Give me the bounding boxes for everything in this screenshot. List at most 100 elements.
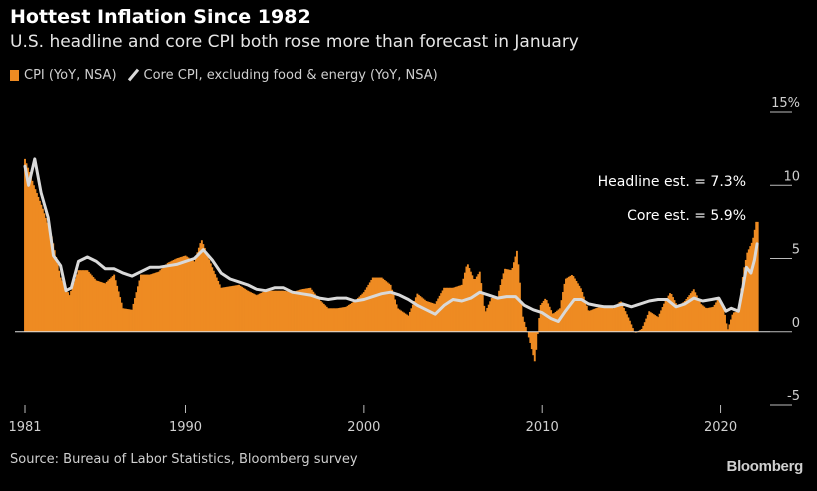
cpi-bar: [524, 327, 527, 332]
cpi-bar: [518, 282, 521, 332]
y-tick-label: -5: [787, 389, 800, 404]
cpi-bar: [403, 312, 405, 332]
cpi-bar: [625, 314, 628, 332]
cpi-bar: [756, 221, 759, 332]
cpi-bar: [163, 265, 166, 332]
cpi-bar: [255, 295, 258, 332]
cpi-bar: [361, 293, 364, 332]
cpi-bar: [248, 291, 251, 332]
cpi-bar: [615, 305, 618, 332]
cpi-bar: [572, 276, 575, 332]
cpi-bar: [73, 282, 75, 332]
cpi-bar: [617, 303, 619, 332]
cpi-bar: [532, 331, 535, 356]
cpi-bar: [267, 290, 270, 332]
cpi-bar: [205, 251, 208, 332]
cpi-bar: [284, 290, 287, 332]
cpi-bar: [108, 279, 111, 332]
cpi-bar: [514, 256, 517, 332]
cpi-bar: [59, 277, 62, 332]
source-note: Source: Bureau of Labor Statistics, Bloo…: [10, 452, 358, 467]
cpi-bar: [80, 270, 83, 332]
cpi-bar: [74, 278, 77, 332]
cpi-bar: [181, 256, 184, 332]
cpi-bar: [441, 290, 444, 332]
cpi-bar: [41, 208, 44, 332]
cpi-bar: [232, 285, 235, 332]
cpi-bar: [333, 308, 336, 332]
cpi-bar: [281, 290, 284, 332]
cpi-bar: [550, 310, 553, 332]
cpi-bar: [646, 314, 649, 332]
cpi-bar: [709, 307, 712, 332]
cpi-bar: [306, 288, 309, 332]
chart-title: Hottest Inflation Since 1982: [10, 6, 311, 28]
cpi-bar: [461, 284, 463, 332]
cpi-bar: [315, 295, 318, 332]
cpi-bar: [177, 258, 180, 332]
cpi-bar: [377, 277, 380, 332]
cpi-bar: [285, 291, 288, 332]
cpi-bar: [32, 185, 35, 332]
cpi-bar: [279, 290, 282, 332]
cpi-bar: [383, 279, 386, 332]
cpi-bar: [116, 285, 119, 332]
cpi-bar: [755, 221, 758, 332]
chart-annotations: Headline est. = 7.3% Core est. = 5.9%: [598, 174, 746, 224]
cpi-bar: [87, 271, 90, 332]
cpi-bar: [744, 259, 747, 332]
cpi-bar: [142, 274, 145, 332]
cpi-bar: [304, 288, 307, 332]
cpi-bar: [233, 285, 236, 332]
cpi-bar: [138, 280, 141, 332]
cpi-bar: [139, 274, 142, 332]
cpi-bar: [438, 295, 441, 332]
cpi-bar: [215, 277, 218, 332]
cpi-bar: [753, 229, 756, 332]
cpi-bar: [706, 308, 709, 332]
cpi-bar: [621, 304, 624, 332]
cpi-bar: [189, 258, 191, 332]
cpi-bar: [496, 296, 499, 332]
cpi-bar: [307, 288, 310, 332]
cpi-bar: [83, 270, 86, 332]
cpi-bar: [469, 271, 472, 332]
cpi-bar: [452, 287, 454, 332]
cpi-bar: [291, 292, 294, 332]
cpi-bar: [593, 308, 596, 332]
cpi-bar: [435, 301, 438, 332]
cpi-bar: [386, 282, 389, 332]
cpi-bar: [68, 295, 71, 332]
cpi-bar: [120, 302, 123, 332]
y-tick-label: 10: [783, 169, 800, 184]
cpi-bar: [431, 302, 434, 332]
cpi-bar: [691, 291, 694, 332]
cpi-bar: [611, 307, 613, 332]
cpi-bar: [645, 318, 648, 332]
cpi-bar: [301, 289, 304, 332]
cpi-bar: [395, 304, 398, 332]
cpi-bar: [89, 273, 92, 332]
cpi-bar: [478, 271, 481, 332]
cpi-bar: [459, 285, 462, 332]
cpi-bar: [398, 309, 401, 332]
cpi-bar: [119, 297, 122, 332]
cpi-bar: [551, 313, 554, 332]
cpi-bar: [246, 290, 249, 332]
cpi-bar: [596, 307, 599, 332]
cpi-bar: [673, 300, 676, 332]
cpi-bar: [623, 307, 625, 332]
cpi-bar: [53, 250, 56, 332]
cpi-bar: [738, 299, 741, 332]
cpi-bar: [328, 308, 331, 332]
cpi-bar: [288, 291, 291, 332]
cpi-bar: [542, 300, 545, 332]
cpi-bar: [111, 276, 114, 332]
cpi-bar: [536, 331, 539, 334]
cpi-bar: [342, 307, 344, 332]
cpi-bar: [196, 252, 199, 332]
cpi-bar: [258, 293, 261, 332]
cpi-bar: [515, 250, 518, 332]
cpi-bar: [725, 323, 728, 332]
cpi-bar: [695, 295, 698, 332]
